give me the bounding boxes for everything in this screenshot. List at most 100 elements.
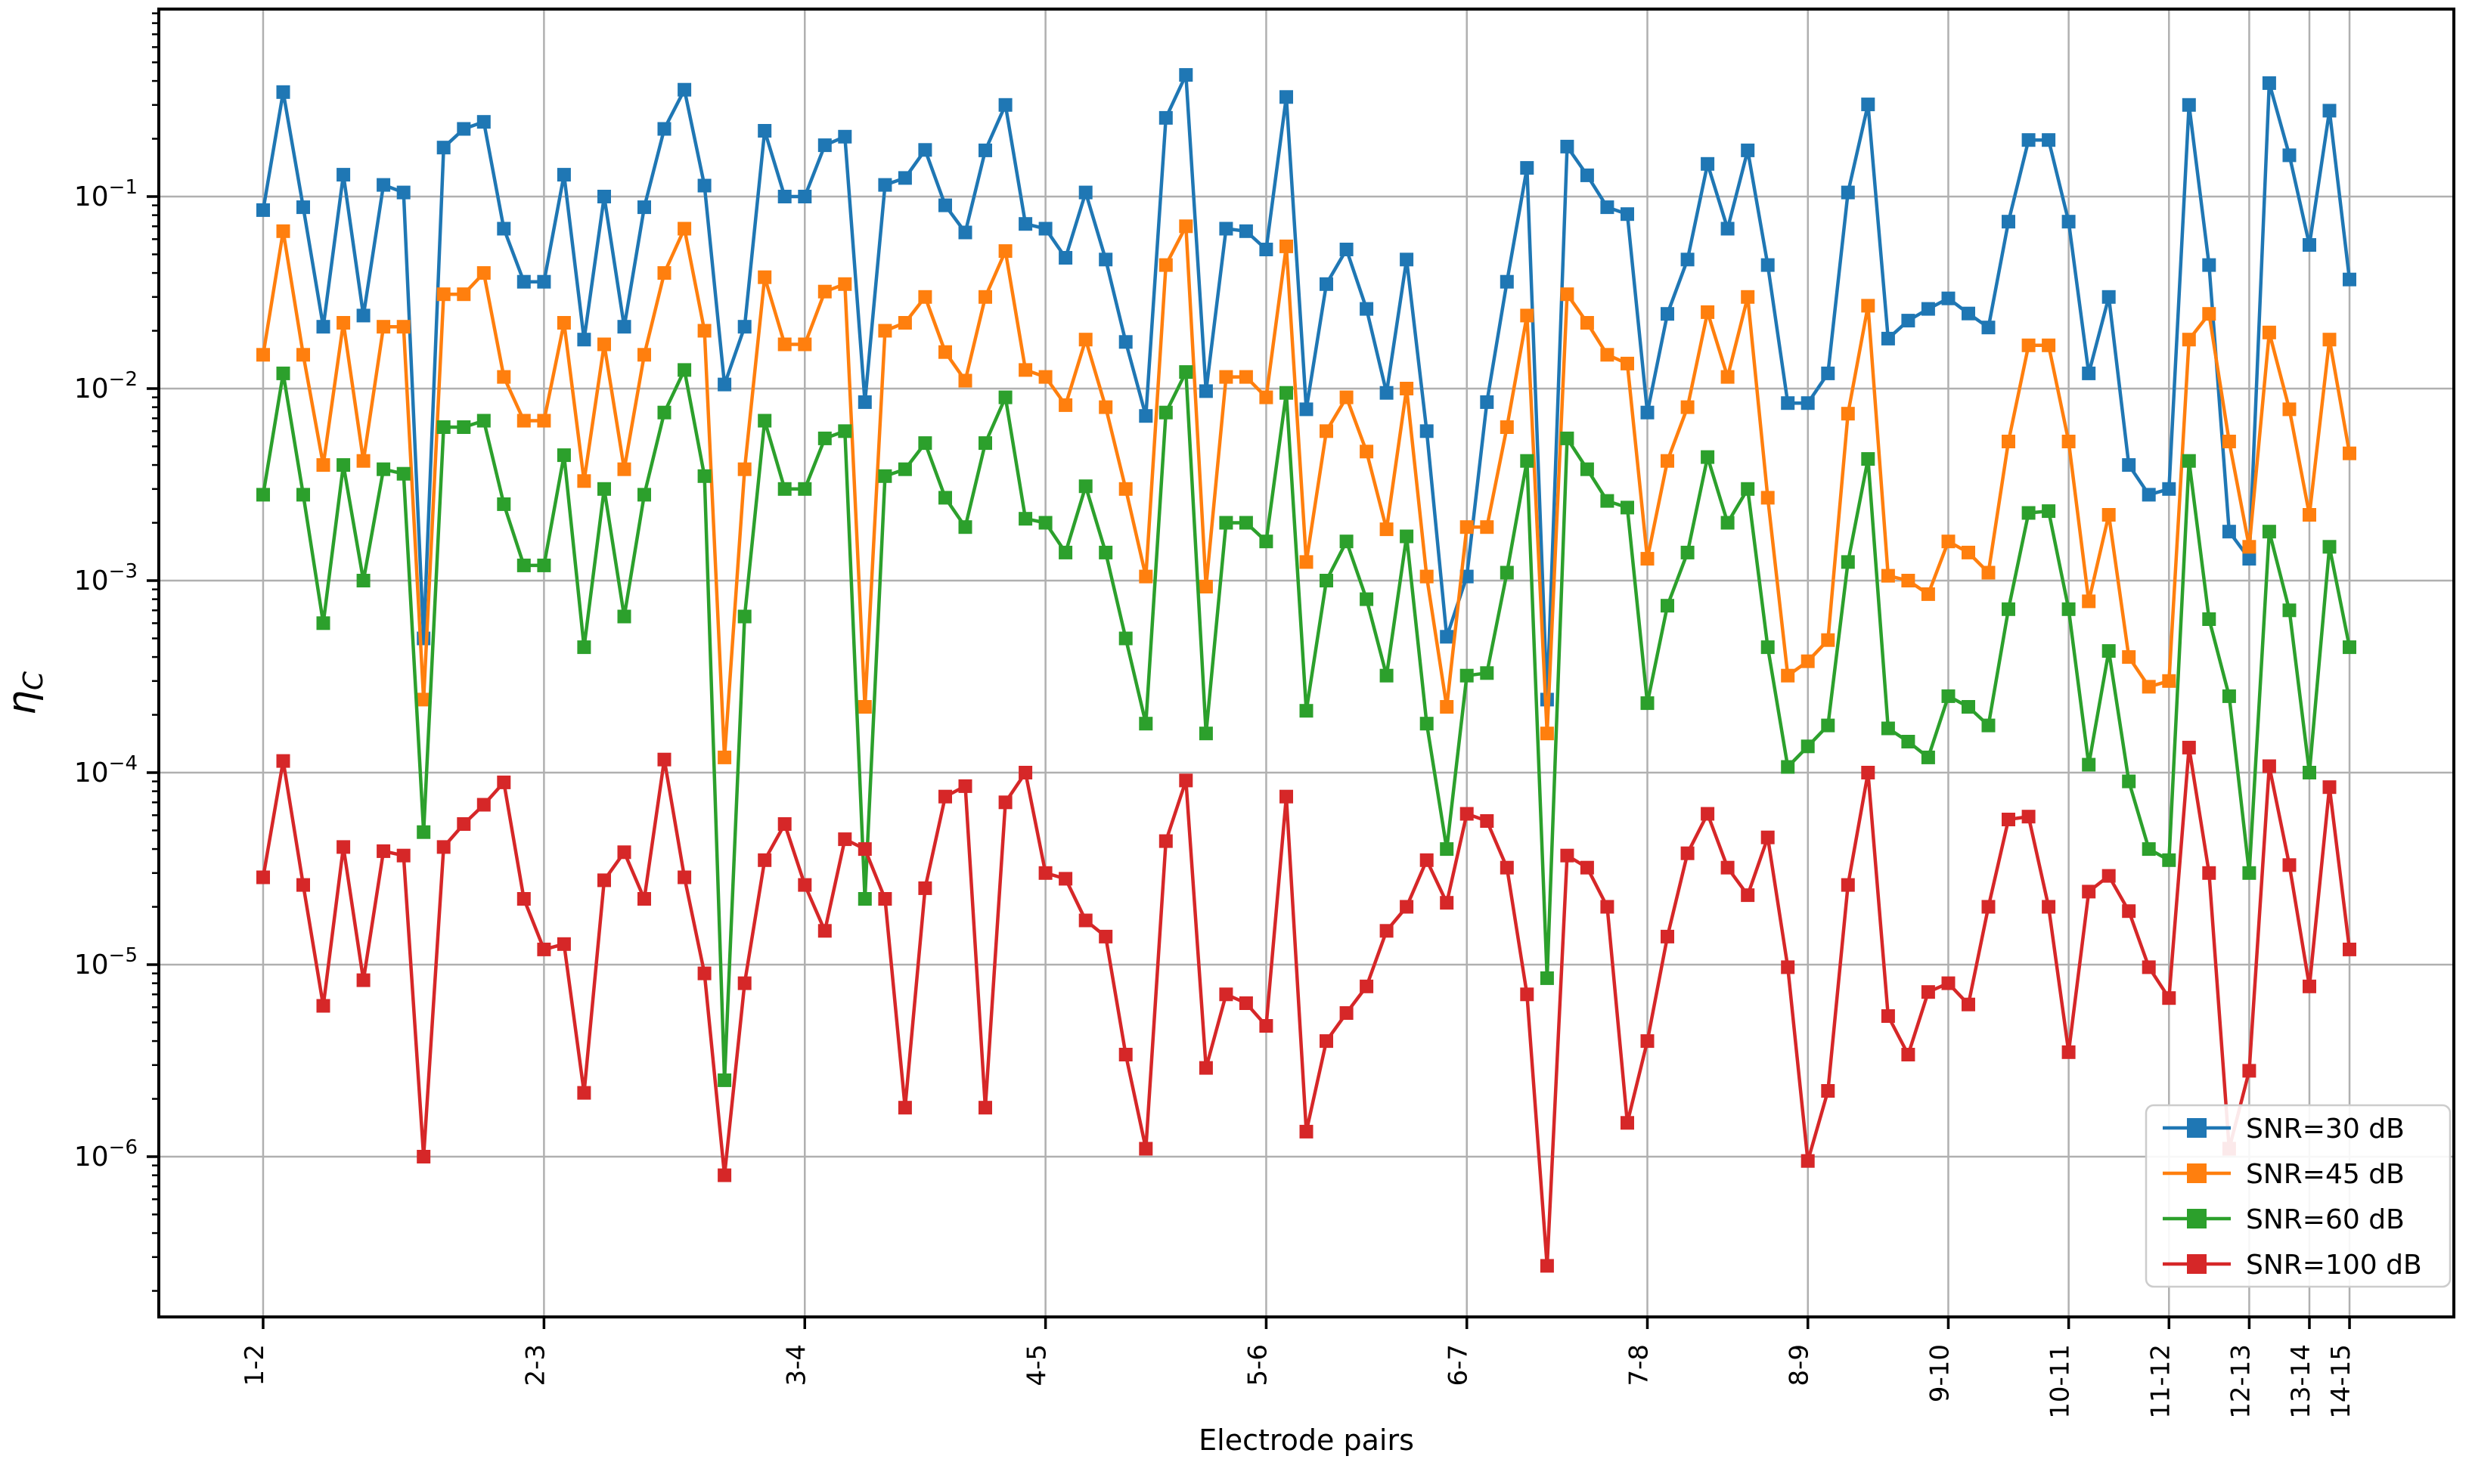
data-point-marker	[1199, 727, 1213, 741]
x-tick-label: 6-7	[1444, 1344, 1474, 1386]
data-point-marker	[2222, 435, 2236, 448]
data-point-marker	[1059, 545, 1073, 559]
data-point-marker	[1440, 630, 1454, 644]
data-point-marker	[2282, 858, 2297, 872]
data-point-marker	[1320, 574, 1333, 587]
data-point-marker	[1640, 1034, 1655, 1049]
data-point-marker	[1680, 400, 1695, 414]
data-point-marker	[1019, 512, 1033, 526]
data-point-marker	[1118, 631, 1133, 646]
data-point-marker	[1480, 520, 1494, 534]
data-point-marker	[1621, 207, 1634, 222]
data-point-marker	[1540, 1259, 1554, 1273]
legend-marker	[2187, 1254, 2207, 1274]
data-point-marker	[1139, 1142, 1153, 1156]
data-point-marker	[1741, 482, 1755, 496]
data-point-marker	[1720, 222, 1735, 236]
data-point-marker	[1099, 929, 1113, 943]
x-tick-label: 10-11	[2046, 1344, 2076, 1419]
data-point-marker	[1259, 243, 1273, 256]
data-point-marker	[697, 966, 712, 981]
data-point-marker	[497, 370, 511, 384]
data-point-marker	[2303, 238, 2316, 252]
data-point-marker	[1921, 985, 1935, 999]
axes-spines	[157, 8, 2455, 1318]
data-point-marker	[817, 284, 832, 299]
data-point-marker	[2042, 900, 2056, 914]
data-point-marker	[2202, 307, 2216, 321]
data-point-marker	[396, 320, 411, 334]
data-point-marker	[516, 414, 531, 428]
data-point-marker	[1379, 522, 1394, 537]
data-point-marker	[436, 287, 451, 302]
data-point-marker	[918, 143, 932, 157]
data-point-marker	[1419, 717, 1434, 731]
data-point-marker	[657, 266, 672, 280]
data-point-marker	[1279, 789, 1293, 804]
data-point-marker	[597, 337, 611, 352]
data-point-marker	[2021, 506, 2036, 520]
legend-label: SNR=60 dB	[2246, 1204, 2405, 1235]
data-point-marker	[1059, 251, 1073, 265]
data-point-marker	[637, 200, 651, 215]
data-point-marker	[1741, 888, 1755, 903]
data-point-marker	[777, 482, 792, 496]
data-point-marker	[1760, 640, 1775, 655]
data-point-marker	[898, 316, 912, 330]
data-point-marker	[1560, 287, 1574, 302]
data-point-marker	[697, 178, 712, 193]
data-point-marker	[1219, 370, 1233, 384]
data-point-marker	[1821, 366, 1835, 380]
data-point-marker	[1360, 302, 1374, 316]
data-point-marker	[697, 469, 712, 483]
data-point-marker	[2122, 458, 2136, 472]
data-point-marker	[2242, 552, 2256, 566]
data-point-marker	[1059, 872, 1073, 886]
data-point-marker	[597, 190, 611, 203]
data-point-marker	[1901, 574, 1915, 587]
data-point-marker	[1038, 516, 1053, 530]
data-point-marker	[396, 848, 411, 863]
data-point-marker	[817, 924, 832, 938]
data-point-marker	[417, 692, 431, 707]
legend-item-snr-45-db: SNR=45 dB	[2163, 1159, 2405, 1190]
data-point-marker	[2182, 333, 2196, 347]
data-point-marker	[1139, 409, 1153, 423]
data-point-marker	[918, 290, 932, 304]
data-point-marker	[1239, 996, 1253, 1010]
data-point-marker	[838, 277, 852, 291]
data-point-marker	[2322, 104, 2337, 118]
data-point-marker	[1038, 222, 1053, 236]
data-point-marker	[1901, 314, 1915, 328]
data-point-marker	[718, 1073, 732, 1087]
data-point-marker	[798, 337, 812, 352]
data-point-marker	[1760, 830, 1775, 844]
data-point-marker	[1459, 569, 1474, 584]
data-point-marker	[1760, 491, 1775, 505]
data-point-marker	[2142, 680, 2156, 694]
data-point-marker	[1239, 370, 1253, 384]
data-point-marker	[1299, 555, 1314, 569]
data-point-marker	[958, 520, 972, 534]
data-point-marker	[1661, 307, 1674, 321]
data-point-marker	[998, 244, 1013, 259]
data-point-marker	[1941, 689, 1956, 703]
data-point-marker	[998, 98, 1013, 112]
data-point-marker	[377, 320, 391, 334]
data-point-marker	[2101, 869, 2116, 883]
data-point-marker	[256, 203, 270, 217]
data-point-marker	[2021, 810, 2036, 824]
x-tick-label: 3-4	[781, 1344, 811, 1386]
data-point-marker	[1841, 407, 1855, 421]
data-point-marker	[2042, 133, 2056, 147]
legend-label: SNR=100 dB	[2246, 1250, 2422, 1281]
data-point-marker	[1800, 396, 1815, 411]
data-point-marker	[2082, 885, 2096, 899]
data-point-marker	[1580, 860, 1594, 875]
data-point-marker	[597, 482, 611, 496]
data-point-marker	[2142, 842, 2156, 857]
data-point-marker	[637, 488, 651, 502]
x-axis-label: Electrode pairs	[1199, 1424, 1414, 1457]
data-point-marker	[1219, 987, 1233, 1002]
data-point-marker	[1800, 654, 1815, 668]
